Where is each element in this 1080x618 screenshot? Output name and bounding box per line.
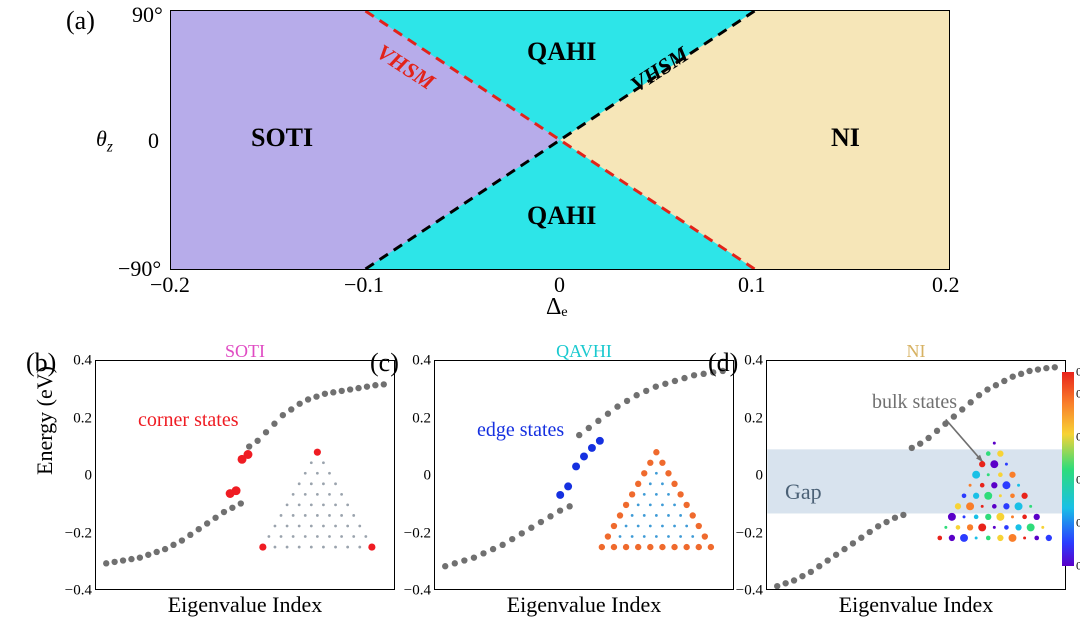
ytick: −0.2 bbox=[404, 525, 431, 542]
pd-ytick-deg: ° bbox=[154, 2, 163, 27]
spec-d-title: NI bbox=[767, 341, 1065, 362]
spec-b-highlight: corner states bbox=[138, 409, 239, 432]
colorbar-tick: 0.0 bbox=[1076, 559, 1080, 574]
spec-b-ylabel: Energy (eV) bbox=[32, 366, 58, 475]
spec-c-title: QAVHI bbox=[435, 341, 733, 362]
colorbar-tick: 0.1 bbox=[1076, 515, 1080, 530]
region-label-ni: NI bbox=[831, 123, 860, 153]
spectrum-c: QAVHI edge states −0.4−0.200.20.4 bbox=[434, 360, 734, 590]
ytick: −0.2 bbox=[736, 525, 763, 542]
ytick: −0.2 bbox=[65, 525, 92, 542]
ytick: 0.2 bbox=[412, 410, 431, 427]
spec-d-gap-label: Gap bbox=[785, 479, 822, 505]
ytick: −0.4 bbox=[65, 583, 92, 600]
pd-ylabel-main: θ bbox=[96, 126, 107, 151]
figure: (a) SOTI QAHI QAHI bbox=[0, 0, 1080, 614]
spec-b-svg bbox=[96, 361, 394, 589]
ytick: 0 bbox=[756, 468, 764, 485]
phase-diagram-plot: SOTI QAHI QAHI NI VHSM VHSM bbox=[170, 10, 950, 270]
spec-b-xlabel: Eigenvalue Index bbox=[95, 592, 395, 618]
pd-xtick-0.2: 0.2 bbox=[932, 272, 960, 298]
pd-ytick-m90-val: −90 bbox=[118, 256, 152, 281]
pd-xtick--0.2: −0.2 bbox=[150, 272, 190, 298]
spectrum-b: SOTI corner states −0.4−0.200.20.4 bbox=[95, 360, 395, 590]
spec-b-title: SOTI bbox=[96, 341, 394, 362]
pd-ytick-0: 0 bbox=[148, 128, 159, 154]
panel-label-c: (c) bbox=[370, 348, 399, 378]
phase-diagram-panel: SOTI QAHI QAHI NI VHSM VHSM 90° 0 −90° θ… bbox=[130, 10, 950, 310]
pd-ytick-90: 90° bbox=[132, 2, 163, 28]
spectrum-d: NI bulk states Gap −0.4−0.200.20.4 bbox=[766, 360, 1066, 590]
colorbar-tick: 0.45 bbox=[1076, 365, 1080, 380]
pd-ytick-90-val: 90 bbox=[132, 2, 154, 27]
ytick: 0.2 bbox=[73, 410, 92, 427]
pd-ylabel: θz bbox=[96, 126, 113, 156]
ytick: 0 bbox=[85, 468, 93, 485]
ytick: −0.4 bbox=[404, 583, 431, 600]
colorbar bbox=[1062, 372, 1074, 566]
pd-xtick--0.1: −0.1 bbox=[344, 272, 384, 298]
ytick: 0.4 bbox=[744, 353, 763, 370]
spec-c-xlabel: Eigenvalue Index bbox=[434, 592, 734, 618]
ytick: 0 bbox=[424, 468, 432, 485]
panel-label-d: (d) bbox=[708, 348, 738, 378]
region-label-qahi-top: QAHI bbox=[527, 37, 596, 67]
colorbar-tick: 0.2 bbox=[1076, 472, 1080, 487]
panel-label-a: (a) bbox=[66, 6, 95, 36]
ytick: 0.2 bbox=[744, 410, 763, 427]
spec-c-svg bbox=[435, 361, 733, 589]
ytick: −0.4 bbox=[736, 583, 763, 600]
pd-ylabel-sub: z bbox=[107, 138, 113, 155]
colorbar-tick: 0.4 bbox=[1076, 386, 1080, 401]
region-label-soti: SOTI bbox=[251, 123, 313, 153]
ytick: 0.4 bbox=[412, 353, 431, 370]
region-label-qahi-bottom: QAHI bbox=[527, 201, 596, 231]
spec-d-xlabel: Eigenvalue Index bbox=[766, 592, 1066, 618]
spec-d-highlight: bulk states bbox=[872, 391, 957, 414]
ytick: 0.4 bbox=[73, 353, 92, 370]
spec-c-highlight: edge states bbox=[477, 419, 564, 442]
pd-xtick-0.1: 0.1 bbox=[738, 272, 766, 298]
colorbar-tick: 0.3 bbox=[1076, 429, 1080, 444]
pd-xlabel: Δₑ bbox=[546, 294, 568, 321]
